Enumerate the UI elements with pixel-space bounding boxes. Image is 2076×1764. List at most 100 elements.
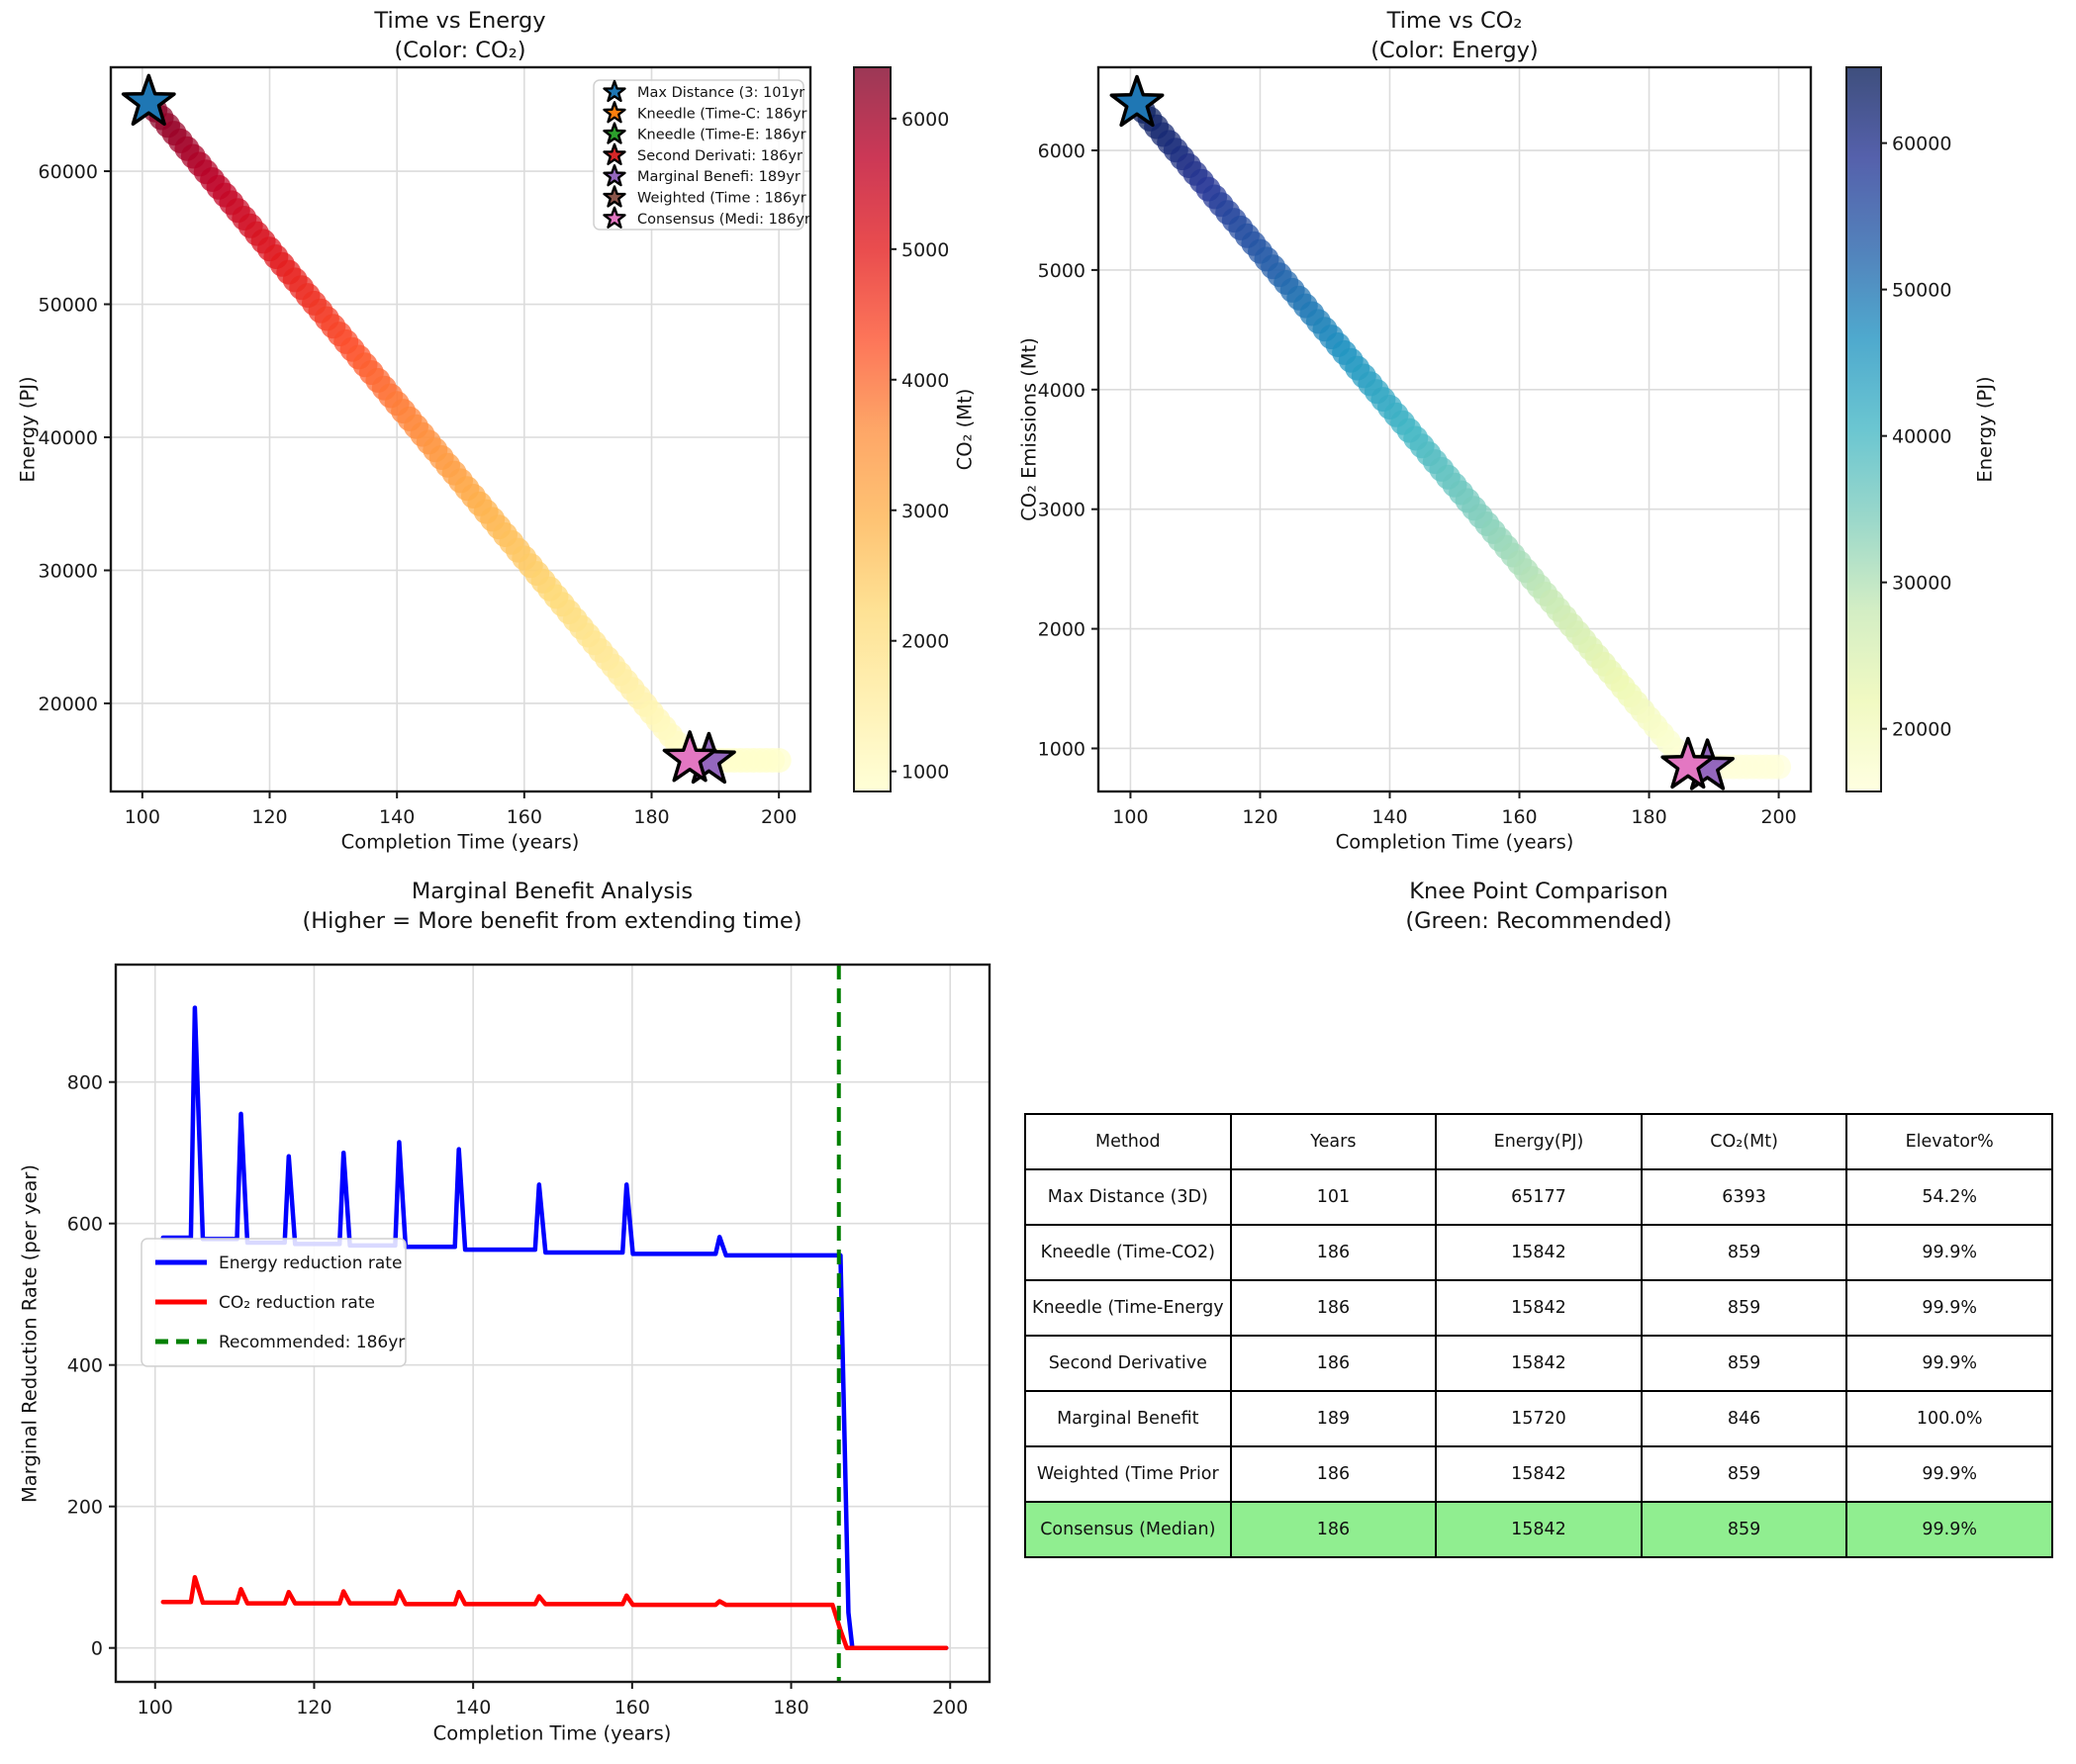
plot2-star-marker bbox=[1660, 736, 1716, 789]
plot3-legend-label: CO₂ reduction rate bbox=[219, 1293, 375, 1313]
plot1-legend-star-icon bbox=[603, 164, 626, 187]
plot2-x-tick-label: 120 bbox=[1242, 806, 1277, 828]
table-header-cell: Method bbox=[1024, 1113, 1232, 1170]
plot3-y-tick-label: 600 bbox=[67, 1214, 103, 1236]
table-cell: Second Derivative bbox=[1024, 1335, 1232, 1392]
plot1-axes-spines bbox=[109, 65, 812, 793]
table-header-cell: CO₂(Mt) bbox=[1640, 1113, 1848, 1170]
plot2-xlabel: Completion Time (years) bbox=[1335, 830, 1574, 854]
table-row: Kneedle (Time-Energy 186 15842 859 99.9% bbox=[1024, 1279, 2053, 1337]
plot2-y-tick-label: 1000 bbox=[1038, 738, 1085, 760]
plot2-x-tick-label: 200 bbox=[1760, 806, 1796, 828]
plot1-legend-star-icon bbox=[603, 79, 626, 103]
plot2-axes-spines bbox=[1096, 65, 1813, 793]
table-row: Max Distance (3D) 101 65177 6393 54.2% bbox=[1024, 1168, 2053, 1226]
plot3-x-tick-label: 160 bbox=[614, 1697, 650, 1718]
plot3-legend-label: Energy reduction rate bbox=[219, 1253, 402, 1273]
table-cell: 15720 bbox=[1435, 1390, 1643, 1447]
table-cell: 99.9% bbox=[1845, 1279, 2053, 1337]
plot2-scatter-point bbox=[1766, 754, 1792, 780]
plot1-legend-label: Kneedle (Time-E: 186yr bbox=[637, 128, 806, 143]
plot1-legend-label: Consensus (Medi: 186yr bbox=[637, 212, 810, 228]
plot1-colorbar bbox=[854, 67, 891, 791]
plot1-legend-label: Weighted (Time : 186yr bbox=[637, 191, 806, 207]
table-title: Knee Point Comparison (Green: Recommende… bbox=[1192, 877, 1885, 936]
plot1-colorbar-border bbox=[853, 66, 892, 792]
plot1-x-tick-label: 100 bbox=[125, 806, 160, 828]
plot1-x-tick-label: 200 bbox=[761, 806, 797, 828]
table-cell: 15842 bbox=[1435, 1279, 1643, 1337]
plot1-x-tick-label: 140 bbox=[379, 806, 415, 828]
plot3-title-line2: (Higher = More benefit from extending ti… bbox=[302, 908, 802, 934]
table-cell: Marginal Benefit bbox=[1024, 1390, 1232, 1447]
plot1-legend-label: Kneedle (Time-C: 186yr bbox=[637, 106, 807, 122]
plot1-xlabel: Completion Time (years) bbox=[340, 830, 580, 854]
plot2-colorbar-border bbox=[1845, 66, 1882, 792]
plot1-title-line1: Time vs Energy bbox=[374, 8, 546, 34]
table-title-line1: Knee Point Comparison bbox=[1409, 879, 1668, 904]
plot3-xlabel: Completion Time (years) bbox=[432, 1721, 672, 1745]
table-cell: Consensus (Median) bbox=[1024, 1501, 1232, 1558]
plot1-legend-star-icon bbox=[603, 122, 626, 144]
table-cell: 99.9% bbox=[1845, 1445, 2053, 1503]
table-header-row: Method Years Energy(PJ) CO₂(Mt) Elevator% bbox=[1024, 1113, 2053, 1170]
table-header-cell: Energy(PJ) bbox=[1435, 1113, 1643, 1170]
table-cell: 65177 bbox=[1435, 1168, 1643, 1226]
plot2-canvas: 100 120 140 160 180 200 1000 2000 3000 4000 5000 60… bbox=[1038, 65, 1951, 828]
table-cell: 189 bbox=[1229, 1390, 1438, 1447]
table-header-cell: Elevator% bbox=[1845, 1113, 2053, 1170]
plot1-legend-label: Marginal Benefi: 189yr bbox=[637, 169, 801, 185]
table-cell: 15842 bbox=[1435, 1335, 1643, 1392]
plot2-y-tick-label: 5000 bbox=[1038, 260, 1085, 282]
table-header-cell: Years bbox=[1229, 1113, 1438, 1170]
table-cell: 99.9% bbox=[1845, 1224, 2053, 1281]
table-row: Second Derivative 186 15842 859 99.9% bbox=[1024, 1335, 2053, 1392]
plot1-legend-star-icon bbox=[603, 142, 626, 165]
plot3-line-energy bbox=[160, 1005, 949, 1650]
plot3-title-line1: Marginal Benefit Analysis bbox=[411, 879, 694, 904]
plot2-x-tick-label: 100 bbox=[1112, 806, 1148, 828]
table-cell: 859 bbox=[1640, 1224, 1848, 1281]
plot1-title: Time vs Energy (Color: CO₂) bbox=[114, 6, 806, 65]
table-cell: Kneedle (Time-CO2) bbox=[1024, 1224, 1232, 1281]
table-row: Kneedle (Time-CO2) 186 15842 859 99.9% bbox=[1024, 1224, 2053, 1281]
plot3-y-tick-label: 400 bbox=[67, 1355, 103, 1377]
table-cell: 99.9% bbox=[1845, 1335, 2053, 1392]
plot1-colorbar-tick-label: 4000 bbox=[901, 370, 949, 392]
plot1-colorbar-tick-label: 1000 bbox=[901, 762, 949, 784]
plot1-star-marker bbox=[662, 730, 717, 783]
plot2-y-tick-label: 2000 bbox=[1038, 619, 1085, 641]
plot3-y-tick-label: 200 bbox=[67, 1497, 103, 1519]
plot1-legend-star-icon bbox=[603, 206, 626, 229]
plot2-title-line2: (Color: Energy) bbox=[1370, 38, 1539, 63]
plot2-x-tick-label: 160 bbox=[1501, 806, 1537, 828]
plot2-x-tick-label: 140 bbox=[1371, 806, 1407, 828]
plot1-y-tick-label: 60000 bbox=[39, 161, 98, 183]
plot3-canvas: 100 120 140 160 180 200 0 200 400 600 800 Energy re… bbox=[67, 963, 991, 1718]
table-title-line2: (Green: Recommended) bbox=[1405, 908, 1672, 934]
plot2-y-tick-label: 3000 bbox=[1038, 500, 1085, 521]
plot2-x-tick-label: 180 bbox=[1631, 806, 1666, 828]
knee-point-table: Method Years Energy(PJ) CO₂(Mt) Elevator% Max… bbox=[1024, 1113, 2053, 1558]
plot1-title-line2: (Color: CO₂) bbox=[394, 38, 526, 63]
plot1-legend-box bbox=[593, 79, 804, 231]
plot3-x-tick-label: 200 bbox=[932, 1697, 968, 1718]
table-cell: 859 bbox=[1640, 1279, 1848, 1337]
plot1-x-tick-label: 180 bbox=[633, 806, 669, 828]
table-cell: Max Distance (3D) bbox=[1024, 1168, 1232, 1226]
table-cell: 186 bbox=[1229, 1279, 1438, 1337]
plot1-y-tick-label: 50000 bbox=[39, 295, 98, 317]
table-cell: 859 bbox=[1640, 1445, 1848, 1503]
plot2-colorbar-tick-label: 30000 bbox=[1892, 573, 1951, 595]
plot2-title-line1: Time vs CO₂ bbox=[1386, 8, 1523, 34]
plot1-colorbar-tick-label: 6000 bbox=[901, 109, 949, 131]
plot3-y-tick-label: 0 bbox=[91, 1638, 103, 1660]
plot3-legend-box bbox=[141, 1238, 407, 1367]
plot3-x-tick-label: 120 bbox=[296, 1697, 331, 1718]
table-cell: 15842 bbox=[1435, 1501, 1643, 1558]
plot1-y-tick-label: 30000 bbox=[39, 560, 98, 582]
plot3-x-tick-label: 140 bbox=[455, 1697, 491, 1718]
plot1-star-marker bbox=[121, 73, 176, 127]
table-cell: 100.0% bbox=[1845, 1390, 2053, 1447]
